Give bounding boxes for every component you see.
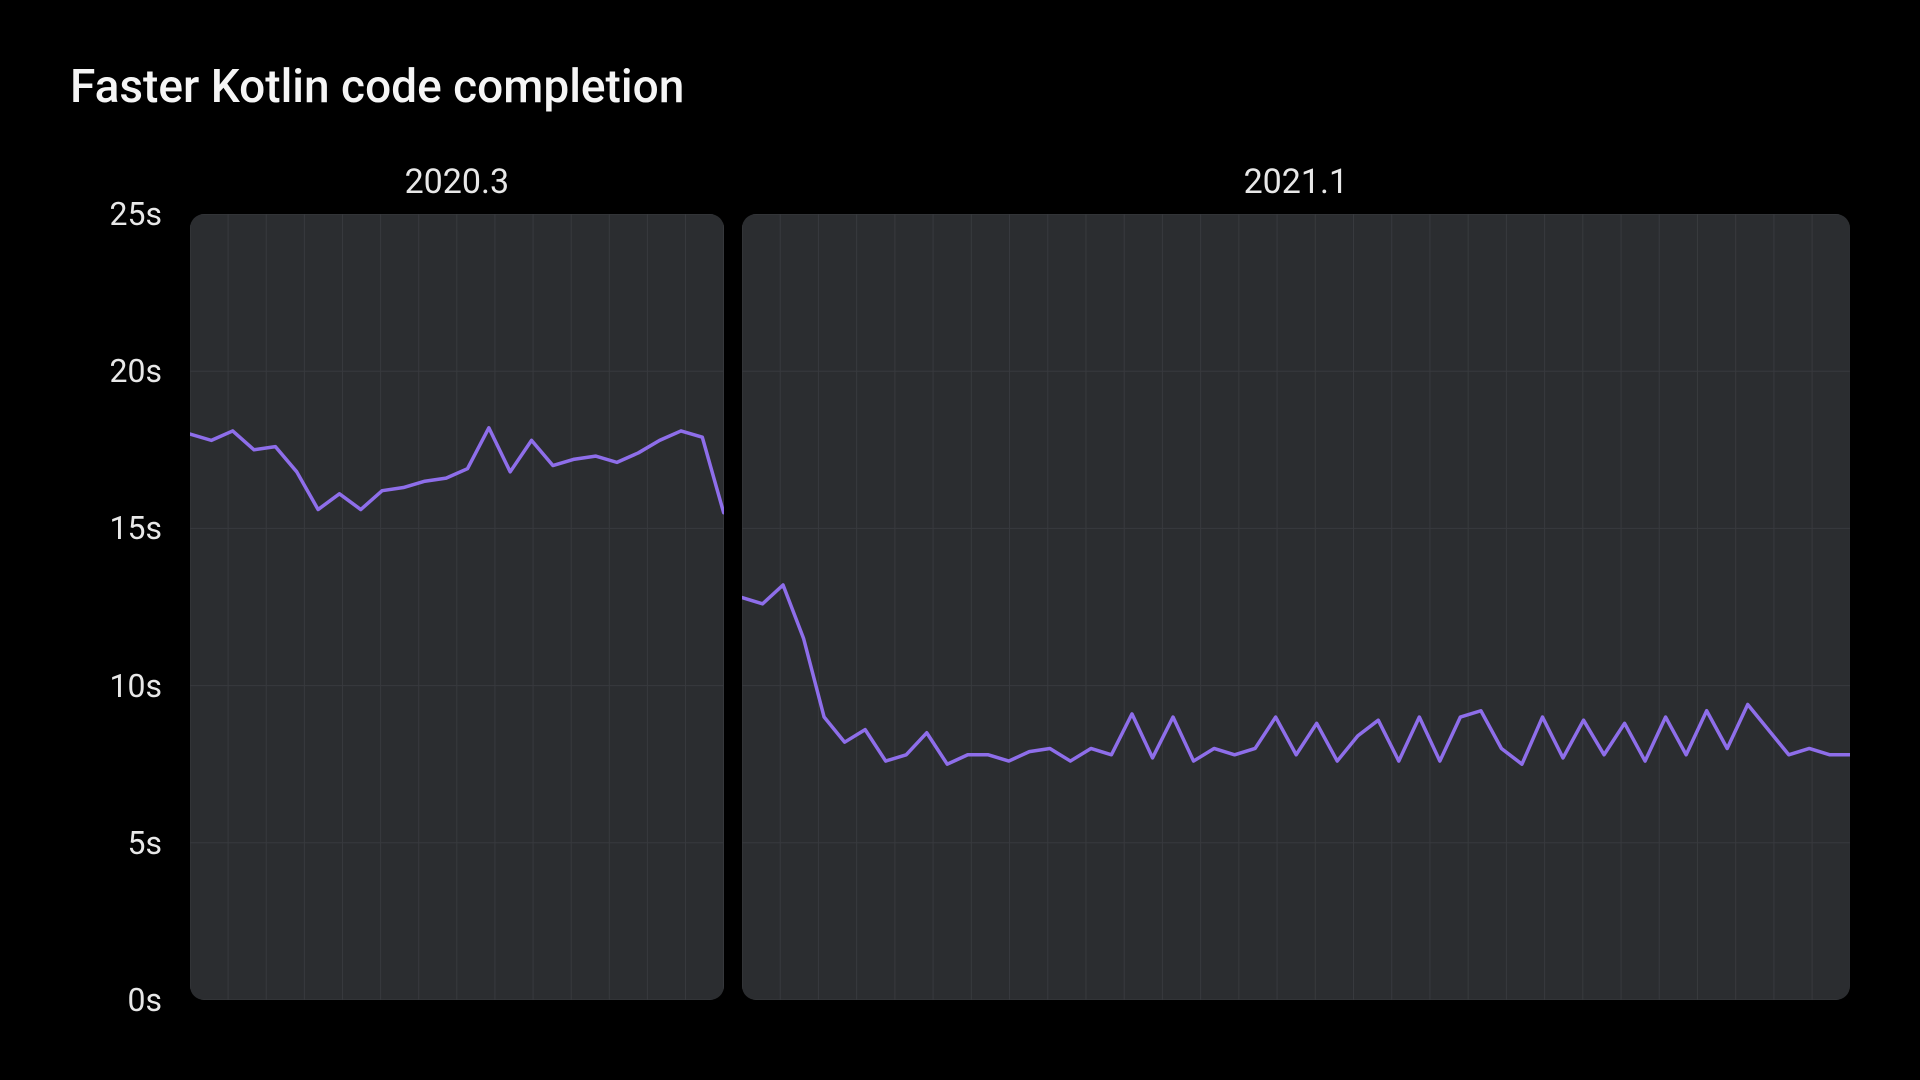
chart-page: Faster Kotlin code completion 2020.3 2021… — [0, 0, 1920, 1080]
chart-body: 0s5s10s15s20s25s — [70, 214, 1850, 1000]
y-axis-tick: 25s — [110, 195, 162, 233]
y-axis-tick: 15s — [110, 509, 162, 547]
y-axis-tick: 10s — [110, 667, 162, 705]
chart-area: 2020.32021.1 0s5s10s15s20s25s — [70, 162, 1850, 1000]
panel-header: 2020.3 — [190, 162, 724, 202]
y-axis-tick: 20s — [110, 352, 162, 390]
y-axis-tick: 5s — [128, 824, 163, 862]
chart-panel — [190, 214, 724, 1000]
chart-title: Faster Kotlin code completion — [70, 60, 1850, 114]
y-axis-tick: 0s — [128, 981, 163, 1019]
data-line — [742, 585, 1850, 764]
panel-headers: 2020.3 2021.1 — [190, 162, 1850, 202]
chart-panel — [742, 214, 1850, 1000]
panel-header: 2021.1 — [742, 162, 1850, 202]
chart-panels — [190, 214, 1850, 1000]
y-axis: 0s5s10s15s20s25s — [70, 214, 190, 1000]
